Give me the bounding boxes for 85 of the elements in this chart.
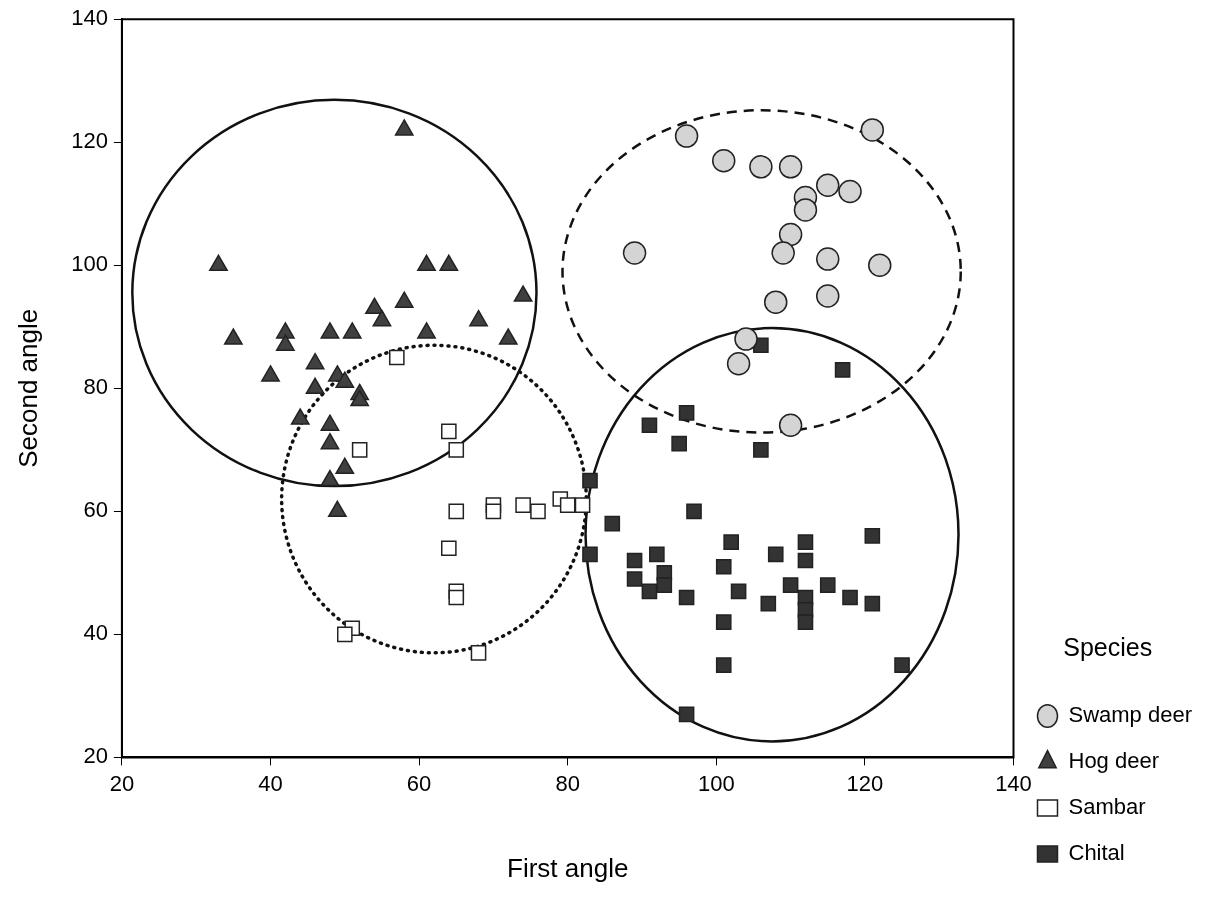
point	[686, 503, 702, 520]
point	[622, 241, 647, 265]
x-tick-label: 80	[555, 770, 580, 796]
point	[726, 351, 751, 376]
point	[448, 503, 465, 520]
point	[749, 155, 773, 179]
point	[860, 118, 885, 142]
point	[730, 583, 747, 600]
x-tick-label: 40	[258, 770, 283, 796]
y-tick-label: 140	[71, 5, 108, 31]
point	[834, 362, 851, 378]
point	[441, 540, 457, 557]
point	[778, 413, 803, 437]
point	[485, 503, 502, 520]
point	[816, 284, 840, 308]
point	[574, 497, 591, 513]
point	[351, 442, 368, 458]
point	[641, 417, 658, 434]
point	[797, 552, 814, 569]
point	[715, 657, 732, 673]
point	[515, 497, 531, 513]
point	[626, 552, 643, 569]
x-tick-label: 120	[846, 770, 884, 796]
point	[797, 534, 814, 550]
point	[470, 645, 487, 661]
y-tick-label: 120	[71, 128, 108, 154]
point	[760, 595, 777, 612]
point	[711, 148, 736, 173]
point	[763, 290, 788, 314]
point	[641, 583, 658, 600]
y-tick-label: 100	[71, 251, 108, 277]
point	[671, 435, 687, 452]
point	[678, 589, 695, 606]
point	[336, 626, 353, 643]
point	[771, 241, 795, 265]
x-tick-label: 100	[697, 770, 735, 796]
point	[388, 349, 405, 366]
point	[819, 577, 836, 593]
x-axis-title: First angle	[507, 852, 629, 883]
legend-label: Hog deer	[1068, 748, 1160, 774]
x-tick-label: 20	[109, 770, 135, 796]
point	[715, 614, 732, 630]
point	[715, 558, 732, 575]
x-tick-label: 60	[406, 770, 432, 796]
point	[582, 546, 598, 563]
legend-title: Species	[1063, 633, 1153, 662]
point	[604, 515, 621, 532]
point	[656, 577, 673, 593]
point	[649, 546, 665, 563]
y-tick-label: 60	[83, 497, 108, 523]
point	[816, 247, 840, 271]
point	[734, 327, 758, 351]
point	[674, 124, 699, 148]
point	[864, 528, 881, 544]
y-tick-label: 80	[83, 374, 108, 400]
point	[753, 442, 769, 458]
point	[797, 614, 814, 630]
point	[793, 198, 818, 222]
point	[530, 503, 546, 520]
point	[626, 571, 643, 587]
y-tick-label: 40	[83, 620, 108, 646]
point	[868, 253, 892, 278]
point	[842, 589, 858, 606]
legend-label: Chital	[1068, 840, 1125, 866]
point	[559, 497, 576, 513]
y-axis-title: Second angle	[12, 308, 43, 468]
point	[894, 657, 910, 673]
point	[864, 595, 881, 612]
point	[778, 222, 803, 247]
point	[448, 589, 465, 606]
point	[582, 472, 598, 489]
legend-label: Swamp deer	[1068, 702, 1193, 728]
point	[678, 405, 695, 421]
point	[778, 155, 803, 179]
point	[767, 546, 784, 563]
point	[838, 179, 862, 204]
point	[782, 577, 799, 593]
y-tick-label: 20	[83, 743, 108, 769]
legend-label: Sambar	[1068, 794, 1146, 820]
point	[441, 423, 457, 440]
x-tick-label: 140	[995, 770, 1032, 796]
point	[678, 706, 695, 723]
point	[448, 442, 465, 458]
point	[816, 173, 840, 198]
point	[723, 534, 739, 550]
